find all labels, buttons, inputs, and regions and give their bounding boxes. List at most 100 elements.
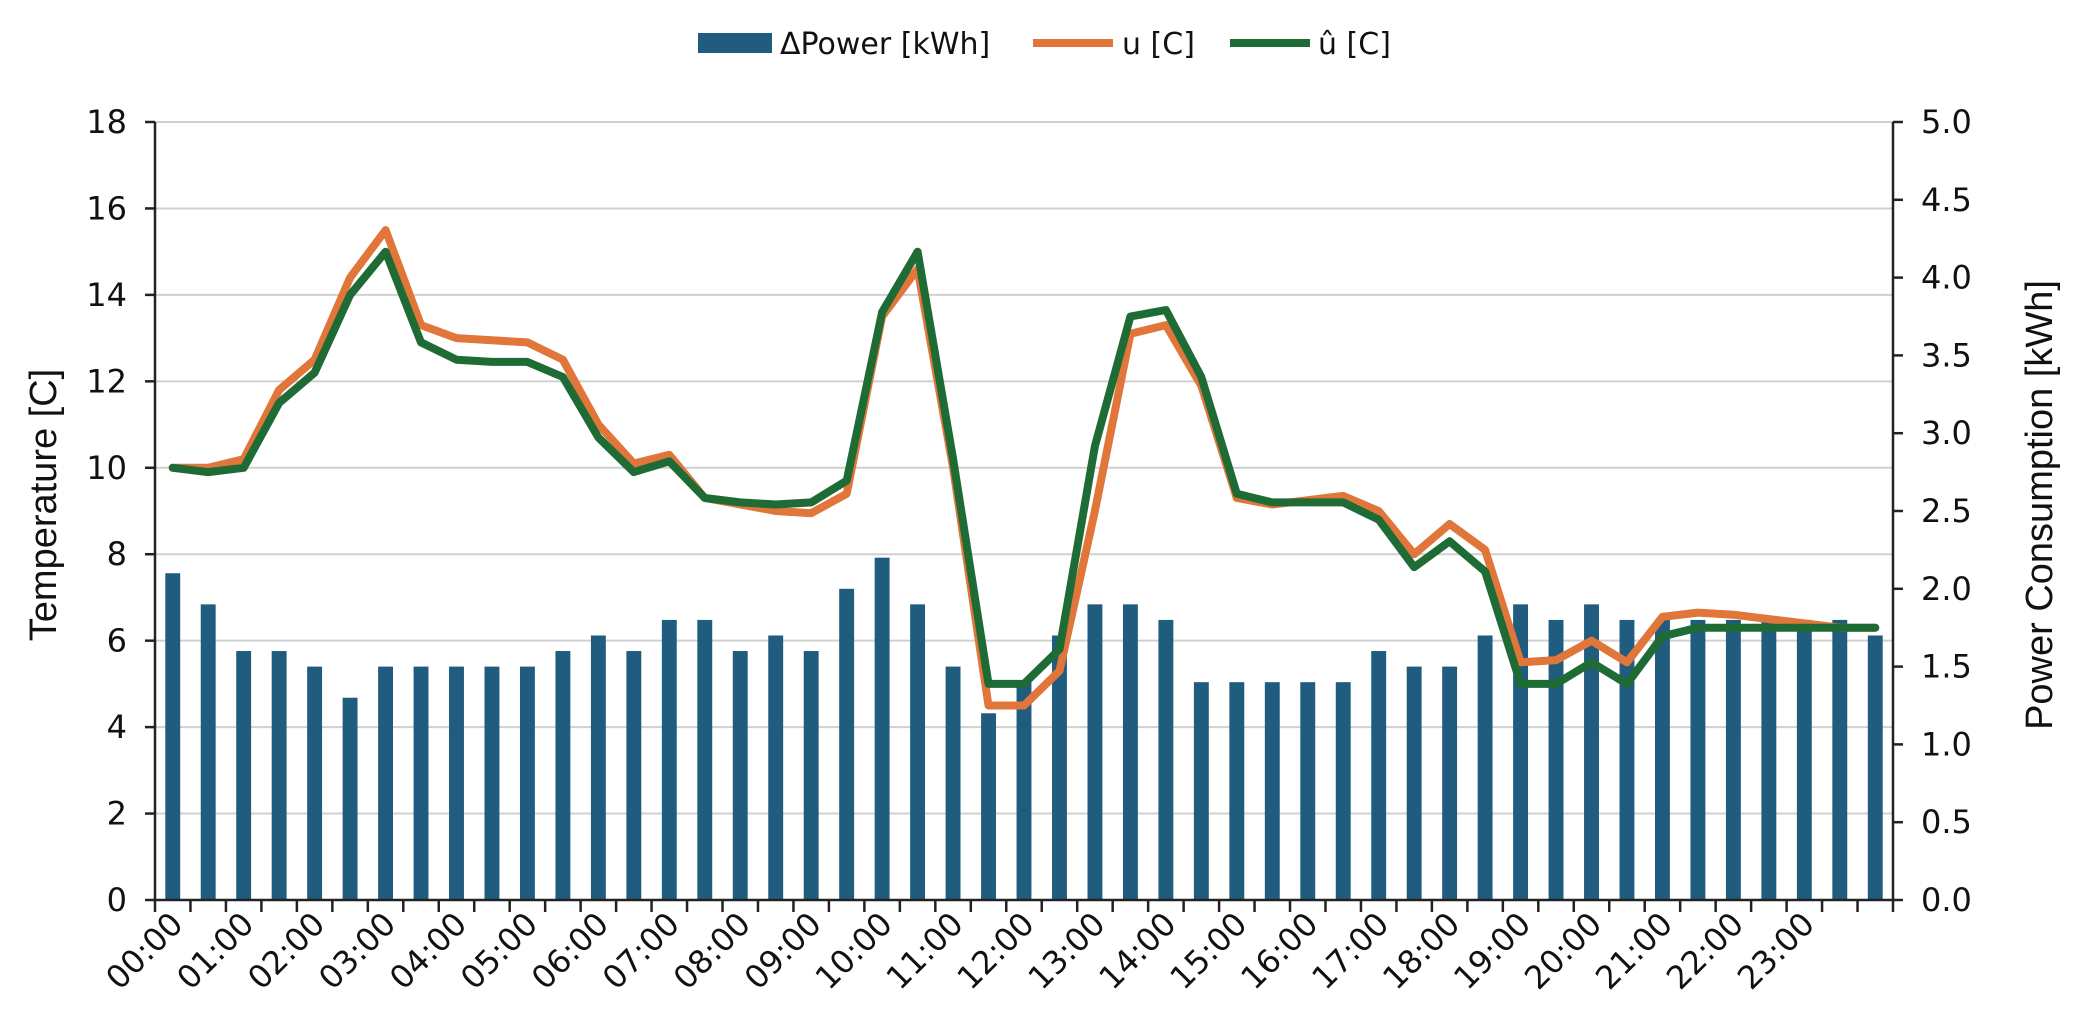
power-bar <box>484 666 500 900</box>
power-bar <box>1796 619 1812 900</box>
power-bar <box>1229 682 1245 900</box>
power-bar <box>1406 666 1422 900</box>
power-bar <box>236 651 252 900</box>
x-tick-label: 21:00 <box>1588 905 1680 997</box>
power-bar <box>1052 635 1067 900</box>
right-tick-label: 1.0 <box>1921 725 1972 763</box>
right-axis-title: Power Consumption [kWh] <box>2019 280 2061 730</box>
gridlines <box>155 121 1893 815</box>
x-tick-label: 08:00 <box>666 905 758 997</box>
power-bar <box>981 713 996 900</box>
left-axis-title: Temperature [C] <box>23 369 65 641</box>
x-tick-label: 15:00 <box>1162 905 1254 997</box>
x-tick-label: 02:00 <box>240 905 332 997</box>
left-tick-label: 2 <box>107 795 127 833</box>
x-tick-label: 09:00 <box>737 905 829 997</box>
left-tick-label: 14 <box>86 276 127 314</box>
x-tick-label: 07:00 <box>595 905 687 997</box>
x-tick-label: 11:00 <box>879 905 971 997</box>
x-tick-label: 04:00 <box>382 905 474 997</box>
power-bar <box>449 666 464 900</box>
power-bar <box>1335 682 1351 900</box>
x-tick-label: 23:00 <box>1730 905 1822 997</box>
power-bar <box>1300 682 1316 900</box>
power-bar <box>200 604 216 900</box>
right-tick-label: 0.5 <box>1921 803 1972 841</box>
left-tick-label: 18 <box>86 103 127 141</box>
power-bar <box>1264 682 1280 900</box>
power-bar <box>1016 682 1032 900</box>
left-tick-label: 6 <box>107 622 127 660</box>
x-tick-label: 05:00 <box>453 905 545 997</box>
x-tick-label: 14:00 <box>1091 905 1183 997</box>
x-tick-label: 13:00 <box>1021 905 1113 997</box>
power-bar <box>271 651 287 900</box>
left-tick-label: 4 <box>107 708 127 746</box>
power-bar <box>378 666 393 900</box>
power-bar <box>803 651 819 900</box>
left-tick-label: 16 <box>86 189 127 227</box>
power-bar <box>661 619 677 900</box>
power-bar <box>1477 635 1493 900</box>
power-bars <box>165 557 1883 900</box>
x-tick-label: 19:00 <box>1446 905 1538 997</box>
legend: ΔPower [kWh] u [C] û [C] <box>698 27 1391 62</box>
right-tick-label: 5.0 <box>1921 103 1972 141</box>
x-tick-label: 03:00 <box>311 905 403 997</box>
left-tick-label: 8 <box>107 535 127 573</box>
left-tick-label: 10 <box>86 449 127 487</box>
power-bar <box>1548 619 1564 900</box>
legend-u-label: u [C] <box>1122 27 1195 62</box>
x-tick-label: 18:00 <box>1375 905 1467 997</box>
power-bar <box>519 666 535 900</box>
power-bar <box>342 697 358 900</box>
x-tick-label: 16:00 <box>1233 905 1325 997</box>
power-bar <box>1193 682 1209 900</box>
power-bar <box>1655 619 1670 900</box>
power-bar <box>1832 619 1848 900</box>
legend-power-swatch <box>698 33 772 53</box>
power-bar <box>1442 666 1458 900</box>
right-tick-label: 2.0 <box>1921 570 1972 608</box>
x-tick-label: 22:00 <box>1659 905 1751 997</box>
power-bar <box>626 651 642 900</box>
right-tick-label: 0.0 <box>1921 881 1972 919</box>
power-bar <box>839 588 855 900</box>
power-bar <box>732 651 748 900</box>
power-bar <box>555 651 571 900</box>
legend-power-label: ΔPower [kWh] <box>780 27 990 62</box>
power-bar <box>1122 604 1138 900</box>
power-bar <box>1725 619 1741 900</box>
power-bar <box>910 604 926 900</box>
power-bar <box>1158 619 1174 900</box>
x-tick-label: 20:00 <box>1517 905 1609 997</box>
right-tick-label: 2.5 <box>1921 492 1972 530</box>
power-bar <box>945 666 961 900</box>
power-bar <box>1371 651 1387 900</box>
temperature-lines <box>168 226 1880 710</box>
right-tick-label: 4.5 <box>1921 181 1972 219</box>
power-bar <box>165 573 181 900</box>
power-bar <box>1690 619 1706 900</box>
x-tick-label: 01:00 <box>169 905 261 997</box>
x-tick-label: 12:00 <box>950 905 1042 997</box>
power-bar <box>1867 635 1883 900</box>
power-bar <box>1584 604 1599 900</box>
power-bar <box>697 619 713 900</box>
power-bar <box>1619 619 1635 900</box>
x-tick-label: 17:00 <box>1304 905 1396 997</box>
right-tick-label: 4.0 <box>1921 259 1972 297</box>
left-tick-label: 12 <box>86 362 127 400</box>
power-bar <box>1087 604 1103 900</box>
x-tick-label: 06:00 <box>524 905 616 997</box>
right-tick-label: 3.5 <box>1921 336 1972 374</box>
power-bar <box>413 666 429 900</box>
right-tick-label: 1.5 <box>1921 648 1972 686</box>
power-bar <box>768 635 784 900</box>
power-bar <box>307 666 323 900</box>
uhat-series-line <box>168 247 1880 688</box>
power-bar <box>590 635 606 900</box>
legend-uhat-label: û [C] <box>1318 27 1391 62</box>
